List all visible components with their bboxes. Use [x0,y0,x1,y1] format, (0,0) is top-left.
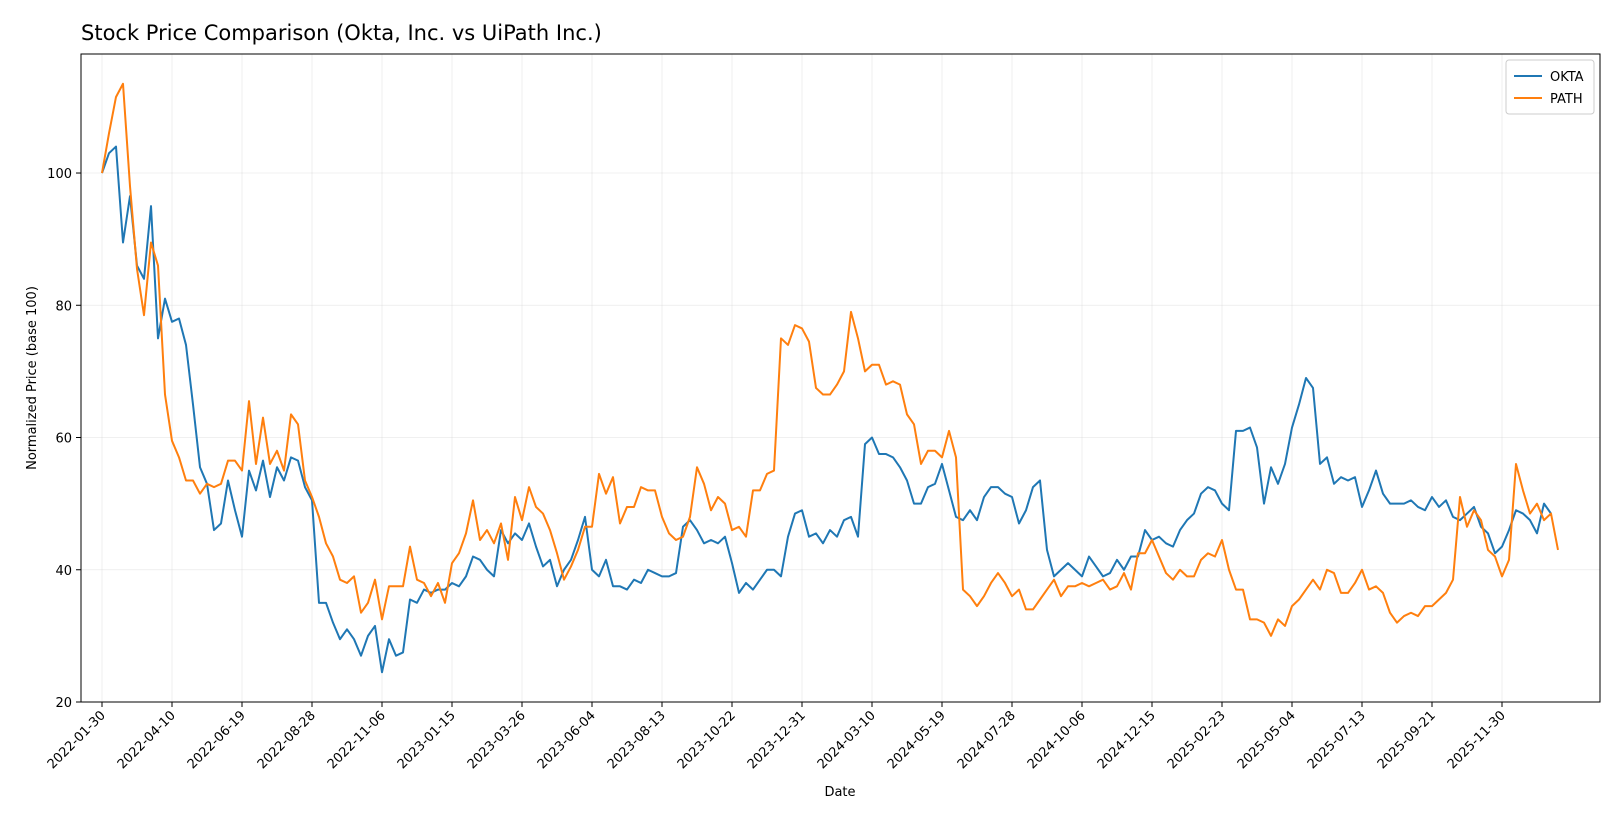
y-tick-label: 100 [47,167,72,182]
x-tick-label: 2023-06-04 [535,708,599,772]
y-tick-label: 60 [55,432,72,447]
x-tick-label: 2025-02-23 [1165,708,1229,772]
legend-label-path: PATH [1550,92,1583,107]
x-tick-label: 2023-01-15 [395,708,459,772]
x-tick-label: 2022-11-06 [325,708,389,772]
legend: OKTA PATH [1505,59,1595,115]
x-tick-label: 2022-06-19 [185,708,249,772]
x-tick-label: 2023-03-26 [465,708,529,772]
x-tick-label: 2024-05-19 [885,708,949,772]
x-tick-label: 2024-10-06 [1025,708,1089,772]
x-tick-label: 2025-05-04 [1235,708,1299,772]
x-tick-label: 2025-11-30 [1445,708,1509,772]
x-axis-label: Date [824,785,855,800]
series-line-path [101,82,1559,637]
x-tick-label: 2022-08-28 [255,708,319,772]
x-tick-label: 2025-09-21 [1375,708,1439,772]
x-tick-label: 2024-12-15 [1095,708,1159,772]
series-group [101,82,1559,674]
x-tick-label: 2024-03-10 [815,708,879,772]
x-tick-label: 2023-10-22 [675,708,739,772]
y-axis: 20 40 60 80 100 [47,167,81,711]
series-line-okta [101,145,1552,674]
x-tick-label: 2025-07-13 [1305,708,1369,772]
x-tick-label: 2023-12-31 [745,708,809,772]
x-tick-label: 2024-07-28 [955,708,1019,772]
y-tick-label: 80 [55,299,72,314]
y-axis-label: Normalized Price (base 100) [25,286,40,470]
y-tick-label: 40 [55,564,72,579]
chart-title: Stock Price Comparison (Okta, Inc. vs Ui… [81,21,602,45]
grid-lines [81,54,1600,703]
x-tick-label: 2022-04-10 [115,708,179,772]
y-tick-label: 20 [55,696,72,711]
plot-frame [80,53,1601,703]
x-tick-label: 2022-01-30 [45,708,109,772]
legend-label-okta: OKTA [1550,70,1584,85]
legend-box [1505,59,1595,115]
x-axis: 2022-01-30 2022-04-10 2022-06-19 2022-08-28… [45,702,1509,772]
x-tick-label: 2023-08-13 [605,708,669,772]
